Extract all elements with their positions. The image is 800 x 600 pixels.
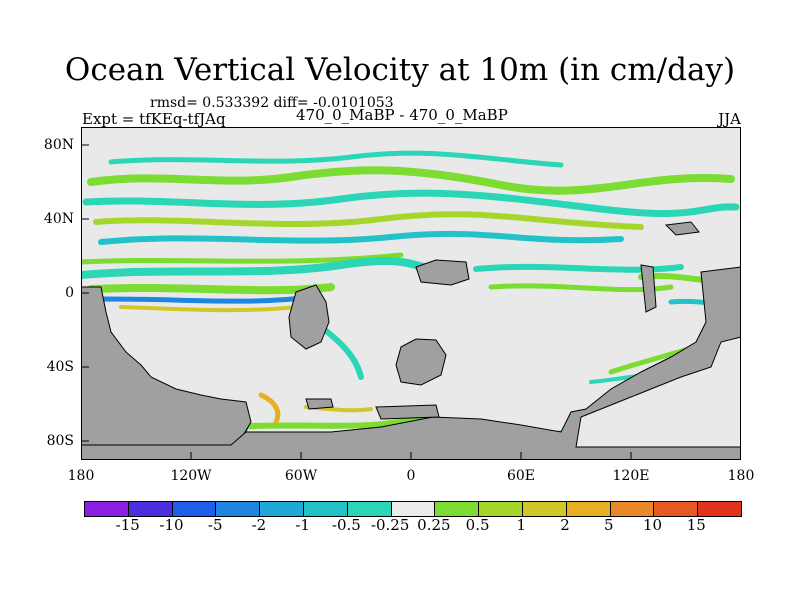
colorbar-swatch [479, 502, 523, 516]
map-panel [81, 127, 741, 460]
experiment-label: Expt = tfKEq-tfJAq [82, 110, 226, 128]
lat-label-40n: 40N [43, 211, 74, 227]
lon-label-60e: 60E [506, 468, 536, 484]
colorbar-label: -15 [115, 516, 140, 534]
runs-label: 470_0_MaBP - 470_0_MaBP [296, 106, 508, 124]
colorbar-label: 0.25 [417, 516, 451, 534]
lon-label-0: 0 [406, 468, 416, 484]
colorbar-label: -0.5 [331, 516, 361, 534]
colorbar-label: 15 [686, 516, 706, 534]
colorbar-label: -2 [251, 516, 267, 534]
colorbar-swatch [698, 502, 741, 516]
colorbar-label: -1 [295, 516, 310, 534]
colorbar-label: -5 [207, 516, 223, 534]
colorbar-swatch [172, 502, 217, 516]
colorbar-label: 5 [604, 516, 614, 534]
colorbar [84, 501, 742, 517]
season-label: JJA [718, 110, 741, 128]
lon-label-60w: 60W [284, 468, 318, 484]
land-mask [81, 221, 741, 460]
axis-ticks [81, 144, 632, 460]
colorbar-swatch [391, 502, 436, 516]
lat-label-80s: 80S [46, 433, 74, 449]
stats-text: rmsd= 0.533392 diff= -0.0101053 [150, 95, 394, 111]
colorbar-swatch [522, 502, 567, 516]
colorbar-swatch [610, 502, 655, 516]
lon-label-180w: 180 [67, 468, 95, 484]
lat-label-40s: 40S [46, 359, 74, 375]
lat-label-0: 0 [65, 285, 74, 301]
colorbar-swatch [216, 502, 261, 516]
colorbar-label: -0.25 [370, 516, 410, 534]
colorbar-swatch [654, 502, 699, 516]
colorbar-label: -10 [159, 516, 184, 534]
colorbar-swatch [435, 502, 480, 516]
colorbar-swatch [347, 502, 392, 516]
plot-title: Ocean Vertical Velocity at 10m (in cm/da… [64, 52, 736, 88]
lon-label-120e: 120E [612, 468, 650, 484]
lat-label-80n: 80N [43, 137, 74, 153]
colorbar-label: 0.5 [465, 516, 490, 534]
colorbar-labels: -15 -10 -5 -2 -1 -0.5 -0.25 0.25 0.5 1 2 5 10 15 [84, 516, 740, 538]
lon-label-180e: 180 [727, 468, 755, 484]
colorbar-label: 2 [560, 516, 570, 534]
colorbar-swatch [303, 502, 348, 516]
colorbar-swatch [566, 502, 611, 516]
colorbar-swatch [128, 502, 173, 516]
lon-label-120w: 120W [170, 468, 212, 484]
colorbar-label: 1 [516, 516, 527, 534]
colorbar-label: 10 [642, 516, 663, 534]
colorbar-swatch [85, 502, 129, 516]
colorbar-swatch [260, 502, 304, 516]
